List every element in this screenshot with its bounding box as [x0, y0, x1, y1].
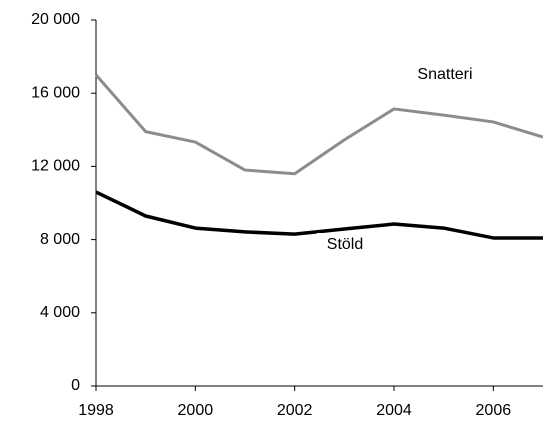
y-tick-label: 4 000 [40, 304, 80, 321]
label-background [317, 233, 373, 257]
series-line [94, 73, 543, 176]
x-tick-label: 2002 [277, 402, 313, 419]
y-tick-label: 16 000 [31, 84, 80, 101]
y-tick-label: 0 [71, 377, 80, 394]
y-tick-label: 8 000 [40, 231, 80, 248]
x-tick-label: 2000 [178, 402, 214, 419]
series-label: Stöld [327, 236, 363, 253]
x-tick-label: 2006 [476, 402, 512, 419]
series-line [95, 190, 543, 240]
y-tick-label: 20 000 [31, 11, 80, 28]
y-tick-label: 12 000 [31, 158, 80, 175]
series-label: Snatteri [417, 66, 472, 83]
x-tick-label: 2004 [376, 402, 412, 419]
x-tick-label: 1998 [78, 402, 114, 419]
